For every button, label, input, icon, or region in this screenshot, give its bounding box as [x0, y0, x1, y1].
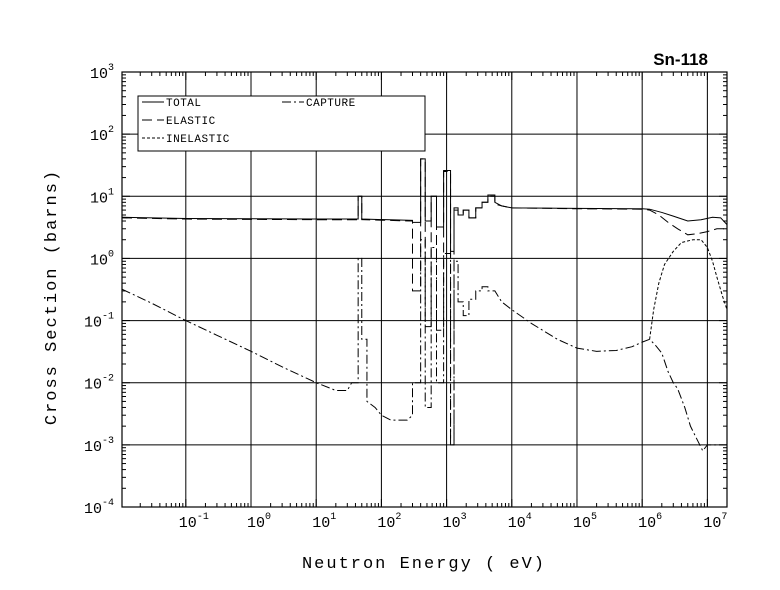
legend: TOTAL ELASTIC INELASTIC CAPTURE [137, 95, 426, 152]
legend-box [137, 95, 426, 152]
x-tick-label: 103 [443, 512, 467, 532]
y-tick-labels: 10-4 10-3 10-2 10-1 100 101 102 103 [84, 63, 114, 518]
y-tick-label: 10-2 [84, 374, 114, 394]
legend-label-inelastic: INELASTIC [166, 134, 230, 146]
x-axis-title: Neutron Energy ( eV) [302, 555, 546, 574]
x-tick-labels: 10-1 100 101 102 103 104 105 106 107 [179, 512, 728, 532]
y-tick-label: 10-3 [84, 436, 114, 456]
y-tick-label: 101 [90, 187, 114, 207]
series-lines [121, 158, 728, 452]
plot-frame [121, 71, 728, 508]
x-tick-label: 100 [247, 512, 271, 532]
x-tick-label: 102 [377, 512, 401, 532]
legend-label-elastic: ELASTIC [166, 116, 216, 128]
x-tick-label: 107 [703, 512, 727, 532]
x-tick-label: 106 [638, 512, 662, 532]
series-line-elastic [121, 158, 728, 446]
series-line-capture [121, 239, 727, 452]
y-tick-label: 100 [90, 249, 114, 269]
y-axis-title: Cross Section (barns) [43, 169, 62, 425]
legend-label-total: TOTAL [166, 98, 202, 110]
x-tick-label: 104 [508, 512, 532, 532]
y-tick-label: 103 [90, 63, 114, 83]
series-line-total [121, 158, 728, 252]
y-tick-label: 10-4 [84, 498, 114, 518]
legend-label-capture: CAPTURE [306, 98, 356, 110]
tick-marks [122, 71, 728, 508]
x-tick-label: 105 [573, 512, 597, 532]
x-tick-label: 10-1 [179, 512, 209, 532]
chart-title: Sn-118 [653, 50, 708, 69]
y-tick-label: 10-1 [84, 312, 114, 332]
x-tick-label: 101 [312, 512, 336, 532]
y-tick-label: 102 [90, 125, 114, 145]
series-line-inelastic [649, 239, 728, 340]
